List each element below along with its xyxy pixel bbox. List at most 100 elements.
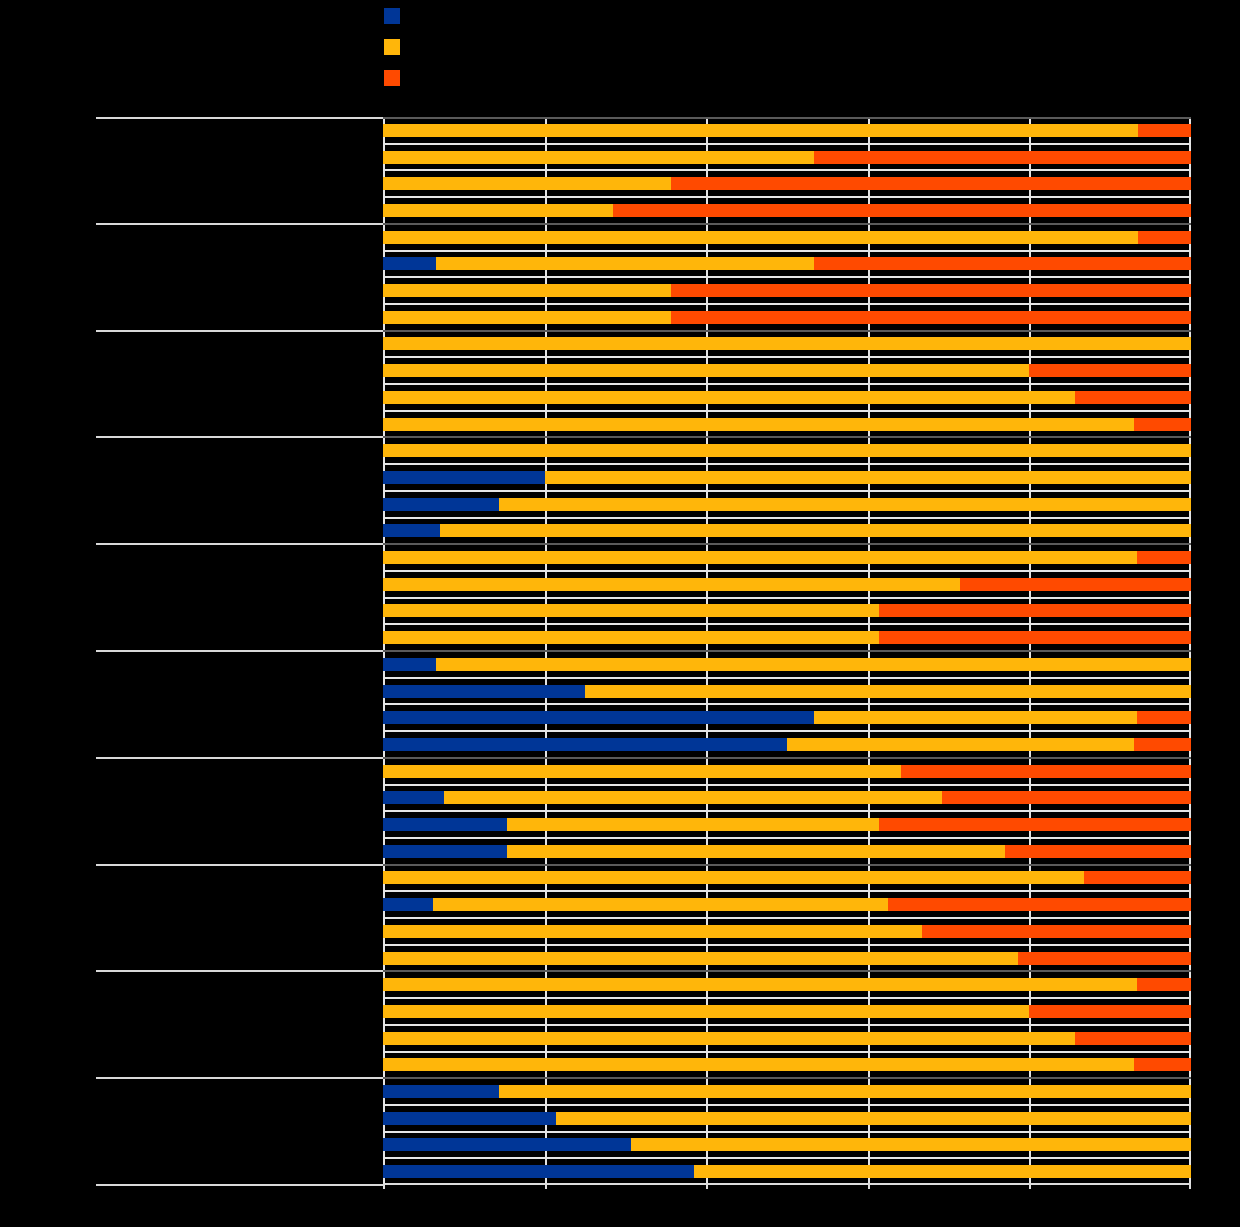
label-separator-line: [96, 436, 383, 439]
axis-tick: [383, 1185, 385, 1189]
row-divider-line: [383, 302, 1191, 305]
bar-row: [383, 417, 1191, 431]
bar-segment-orange: [921, 924, 1191, 938]
bar-row: [383, 150, 1191, 164]
bar-segment-amber: [383, 551, 1137, 565]
bar-row: [383, 177, 1191, 191]
bar-segment-amber: [383, 1058, 1134, 1072]
legend-item: [384, 70, 408, 86]
bar-segment-orange: [813, 150, 1191, 164]
bar-segment-orange: [1136, 551, 1191, 565]
row-divider-line: [383, 1130, 1191, 1133]
label-separator-line: [96, 756, 383, 759]
legend-swatch-orange: [384, 70, 400, 86]
bar-segment-amber: [383, 604, 880, 618]
bar-segment-blue: [383, 470, 545, 484]
bar-row: [383, 123, 1191, 137]
bar-segment-amber: [383, 1004, 1030, 1018]
bar-segment-orange: [1133, 1058, 1191, 1072]
bar-row: [383, 1138, 1191, 1152]
bar-segment-amber: [383, 871, 1084, 885]
legend-swatch-blue: [384, 8, 400, 24]
bar-segment-amber: [383, 631, 880, 645]
group-separator-line: [383, 1077, 1191, 1080]
category-labels: [0, 117, 383, 1186]
bar-segment-orange: [1133, 737, 1191, 751]
bar-segment-blue: [383, 684, 585, 698]
label-separator-line: [96, 329, 383, 332]
bar-row: [383, 844, 1191, 858]
bar-segment-orange: [1136, 711, 1191, 725]
bar-segment-amber: [436, 657, 1191, 671]
row-divider-line: [383, 516, 1191, 519]
bar-segment-blue: [383, 524, 440, 538]
row-divider-line: [383, 943, 1191, 946]
bar-segment-blue: [383, 791, 445, 805]
bar-row: [383, 284, 1191, 298]
bar-segment-orange: [671, 284, 1191, 298]
bar-segment-orange: [1018, 951, 1191, 965]
row-divider-line: [383, 383, 1191, 385]
bar-row: [383, 524, 1191, 538]
bar-segment-blue: [383, 844, 508, 858]
label-separator-line: [96, 222, 383, 225]
bar-segment-amber: [544, 470, 1191, 484]
bar-segment-amber: [631, 1138, 1191, 1152]
row-divider-line: [383, 676, 1191, 679]
row-divider-line: [383, 596, 1191, 599]
bar-segment-amber: [383, 123, 1138, 137]
axis-tick: [867, 1185, 870, 1189]
bar-segment-blue: [383, 657, 437, 671]
bar-row: [383, 257, 1191, 271]
bar-segment-orange: [1005, 844, 1191, 858]
bar-row: [383, 684, 1191, 698]
bar-segment-orange: [1137, 123, 1191, 137]
bar-segment-amber: [507, 818, 880, 832]
group-separator-line: [383, 117, 1191, 119]
bar-row: [383, 444, 1191, 458]
bar-segment-amber: [383, 284, 672, 298]
bar-row: [383, 924, 1191, 938]
group-separator-line: [383, 970, 1191, 973]
bar-segment-amber: [383, 337, 1191, 351]
bar-segment-amber: [383, 150, 814, 164]
bar-segment-amber: [383, 978, 1137, 992]
bar-segment-amber: [383, 764, 901, 778]
bar-row: [383, 657, 1191, 671]
bar-segment-orange: [1083, 871, 1191, 885]
bar-row: [383, 1058, 1191, 1072]
bar-segment-blue: [383, 1165, 695, 1179]
row-divider-line: [383, 997, 1191, 1000]
bar-row: [383, 390, 1191, 404]
bar-segment-amber: [436, 257, 815, 271]
bar-segment-amber: [694, 1165, 1191, 1179]
label-separator-line: [96, 1184, 383, 1186]
label-separator-line: [96, 543, 383, 546]
bar-segment-orange: [613, 203, 1191, 217]
axis-tick: [706, 1185, 709, 1189]
label-separator-line: [96, 1077, 383, 1080]
axis-tick: [544, 1185, 547, 1189]
bar-segment-orange: [900, 764, 1191, 778]
bar-segment-amber: [383, 417, 1134, 431]
bar-segment-amber: [585, 684, 1191, 698]
bar-row: [383, 764, 1191, 778]
bar-segment-amber: [383, 390, 1076, 404]
bar-segment-blue: [383, 1085, 499, 1099]
row-divider-line: [383, 276, 1191, 279]
plot-area: [383, 117, 1191, 1185]
row-divider-line: [383, 1050, 1191, 1053]
row-divider-line: [383, 463, 1191, 466]
x-axis-line: [383, 1183, 1191, 1185]
legend: [384, 8, 408, 101]
bar-row: [383, 871, 1191, 885]
row-divider-line: [383, 836, 1191, 839]
bar-row: [383, 791, 1191, 805]
legend-item: [384, 8, 408, 24]
row-divider-line: [383, 890, 1191, 893]
bar-segment-orange: [942, 791, 1191, 805]
bar-segment-amber: [383, 577, 960, 591]
bar-segment-amber: [383, 364, 1030, 378]
bar-segment-blue: [383, 737, 787, 751]
